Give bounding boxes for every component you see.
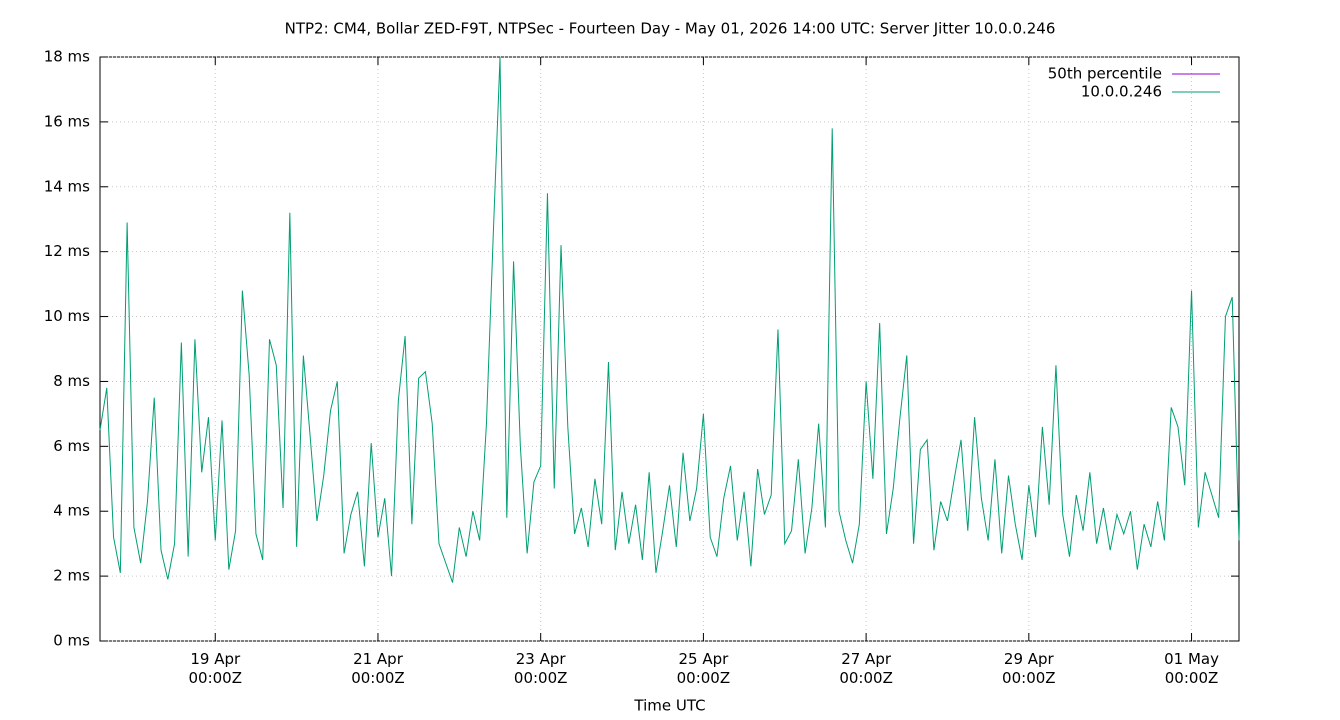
- series-line: [99, 56, 1240, 583]
- y-tick-label: 2 ms: [53, 567, 90, 585]
- x-tick-label: 23 Apr 00:00Z: [513, 650, 568, 687]
- y-tick-label: 10 ms: [44, 307, 90, 325]
- y-tick-label: 14 ms: [44, 177, 90, 195]
- y-tick-label: 12 ms: [44, 242, 90, 260]
- x-tick-label: 01 May 00:00Z: [1164, 650, 1219, 687]
- y-tick-label: 0 ms: [53, 632, 90, 650]
- y-tick-label: 8 ms: [53, 372, 90, 390]
- legend-label: 50th percentile: [1048, 65, 1162, 83]
- x-tick-label: 27 Apr 00:00Z: [839, 650, 893, 687]
- legend-label: 10.0.0.246: [1081, 83, 1162, 101]
- y-tick-label: 18 ms: [44, 48, 90, 66]
- x-tick-label: 19 Apr 00:00Z: [188, 650, 242, 687]
- y-tick-label: 16 ms: [44, 112, 90, 130]
- plot-frame: [99, 56, 1240, 642]
- x-tick-label: 25 Apr 00:00Z: [676, 650, 731, 687]
- y-tick-label: 6 ms: [53, 437, 90, 455]
- x-tick-label: 21 Apr 00:00Z: [351, 650, 405, 687]
- chart-title: NTP2: CM4, Bollar ZED-F9T, NTPSec - Four…: [285, 20, 1056, 38]
- x-tick-label: 29 Apr 00:00Z: [1002, 650, 1056, 687]
- x-axis-label: Time UTC: [633, 697, 705, 715]
- y-tick-label: 4 ms: [53, 502, 90, 520]
